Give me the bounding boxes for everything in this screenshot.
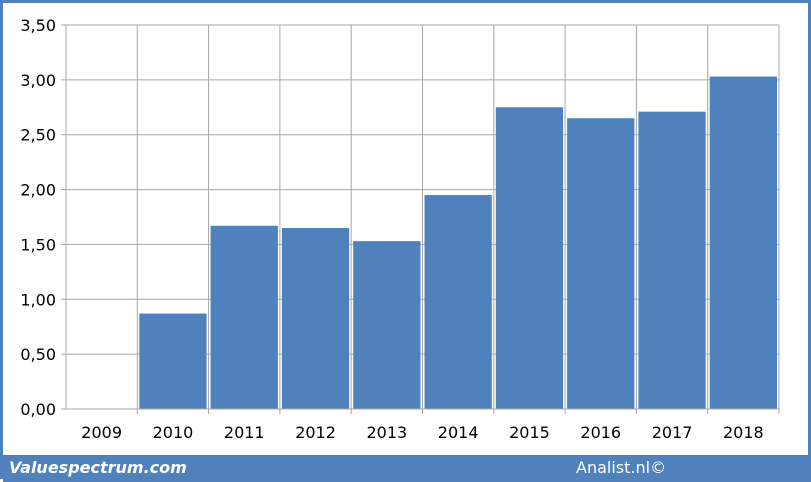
bar-2013 [353,241,421,409]
y-tick-label: 0,50 [20,345,56,364]
x-tick-label: 2009 [81,423,122,442]
x-tick-label: 2014 [438,423,479,442]
source-right-label: Analist.nl© [576,458,667,477]
bar-chart: 0,00 0,50 1,00 1,50 2,00 2,50 3,00 3,50 2009 201… [20,16,780,442]
y-tick-labels: 0,00 0,50 1,00 1,50 2,00 2,50 3,00 3,50 [20,16,56,419]
y-tick-label: 3,00 [20,71,56,90]
x-tick-label: 2017 [652,423,693,442]
y-tick-label: 1,00 [20,290,56,309]
y-tick-label: 3,50 [20,16,56,35]
bar-2017 [638,111,706,409]
x-tick-label: 2013 [366,423,407,442]
y-tick-label: 1,50 [20,235,56,254]
bars [139,76,777,410]
footer-bar: Valuespectrum.com Analist.nl© [3,455,811,482]
bar-2015 [495,107,564,410]
x-tick-label: 2012 [295,423,336,442]
bar-2010 [139,313,207,409]
x-tick-label: 2016 [580,423,621,442]
bar-2012 [281,227,350,409]
x-tick-label: 2010 [153,423,194,442]
y-tick-label: 0,00 [20,400,56,419]
bar-2016 [567,118,635,409]
x-tick-label: 2015 [509,423,550,442]
source-left-label: Valuespectrum.com [9,458,187,477]
axes [61,24,779,410]
x-tick-labels: 2009 2010 2011 2012 2013 2014 2015 2016 2017 2018 [81,423,763,442]
x-tick-label: 2018 [723,423,764,442]
y-tick-label: 2,50 [20,126,56,145]
y-tick-label: 2,00 [20,181,56,200]
bar-2018 [709,76,777,410]
gridlines [66,24,780,414]
bar-2014 [424,195,492,409]
bar-2011 [210,225,278,409]
x-tick-label: 2011 [224,423,265,442]
